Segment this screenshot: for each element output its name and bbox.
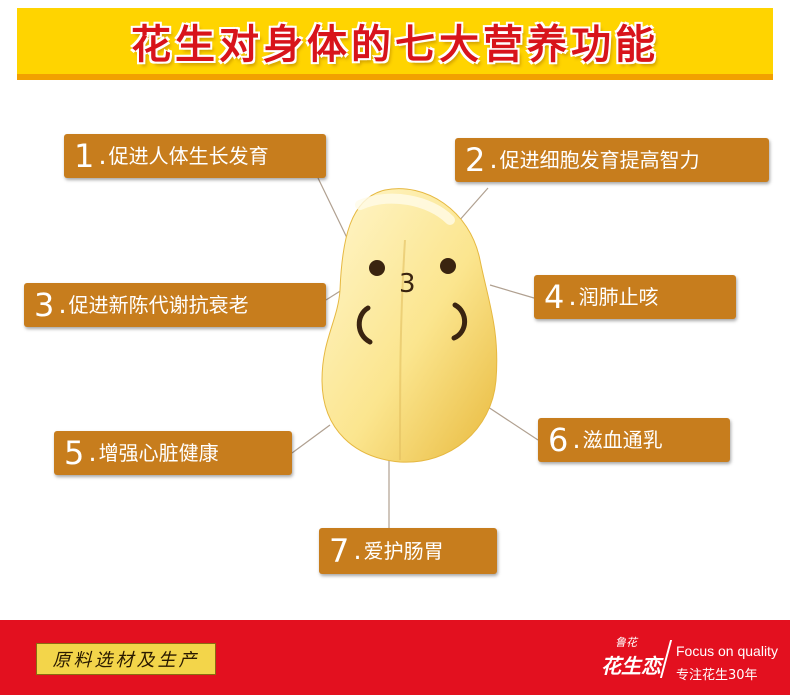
title-banner: 花生对身体的七大营养功能 <box>17 8 773 80</box>
benefit-number: 7 <box>329 532 350 570</box>
benefit-dot: . <box>58 290 67 320</box>
section-tag: 原料选材及生产 <box>36 643 216 675</box>
brand-logo: 鲁花 花生恋 <box>601 634 661 686</box>
benefit-dot: . <box>98 141 107 171</box>
benefit-box-4: 4 . 润肺止咳 <box>534 275 736 319</box>
benefit-number: 6 <box>548 421 569 459</box>
benefit-dot: . <box>568 282 577 312</box>
benefit-box-6: 6 . 滋血通乳 <box>538 418 730 462</box>
benefit-box-5: 5 . 增强心脏健康 <box>54 431 292 475</box>
benefit-box-3: 3 . 促进新陈代谢抗衰老 <box>24 283 326 327</box>
benefit-number: 4 <box>544 278 565 316</box>
benefit-label: 促进细胞发育提高智力 <box>499 148 700 172</box>
logo-main-text: 花生恋 <box>601 654 661 678</box>
benefit-dot: . <box>353 536 362 566</box>
benefit-number: 5 <box>64 434 85 472</box>
benefit-dot: . <box>489 145 498 175</box>
benefit-label: 促进新陈代谢抗衰老 <box>68 293 249 317</box>
benefit-box-2: 2 . 促进细胞发育提高智力 <box>455 138 769 182</box>
benefit-label: 滋血通乳 <box>582 428 663 452</box>
page-title: 花生对身体的七大营养功能 <box>131 22 659 68</box>
benefit-box-1: 1 . 促进人体生长发育 <box>64 134 326 178</box>
benefit-label: 增强心脏健康 <box>98 441 219 465</box>
slogan-english: Focus on quality <box>676 643 778 659</box>
benefit-label: 润肺止咳 <box>578 285 659 309</box>
slogan-chinese: 专注花生30年 <box>676 668 758 683</box>
benefit-dot: . <box>88 438 97 468</box>
benefit-number: 2 <box>465 141 486 179</box>
benefit-dot: . <box>572 425 581 455</box>
peanut-mouth: 3 <box>399 269 416 299</box>
peanut-illustration: 3 <box>300 180 510 470</box>
benefit-label: 爱护肠胃 <box>363 539 444 563</box>
benefit-box-7: 7 . 爱护肠胃 <box>319 528 497 574</box>
benefit-number: 1 <box>74 137 95 175</box>
benefit-label: 促进人体生长发育 <box>108 144 269 168</box>
benefit-number: 3 <box>34 286 55 324</box>
logo-small-text: 鲁花 <box>615 636 637 649</box>
